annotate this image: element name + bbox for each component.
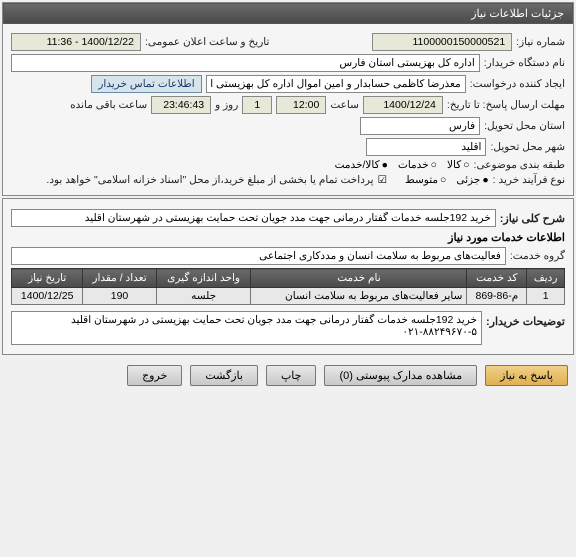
info-panel-body: شماره نیاز: 1100000150000521 تاریخ و ساع…: [3, 24, 573, 195]
class-radio-group: ○ کالا ○ خدمات ● کالا/خدمت: [335, 159, 470, 171]
td-unit: جلسه: [156, 288, 251, 305]
radio-label: خدمات: [398, 159, 429, 171]
need-panel-body: شرح کلی نیاز: اطلاعات خدمات مورد نیاز گر…: [3, 199, 573, 354]
payment-note: پرداخت تمام یا بخشی از مبلغ خرید،از محل …: [46, 174, 373, 186]
radio-checked-icon: ●: [382, 159, 388, 171]
group-input[interactable]: [11, 247, 506, 265]
check-on-icon: ☑: [378, 174, 387, 186]
th-name: نام خدمت: [251, 269, 467, 288]
desc-label: شرح کلی نیاز:: [500, 212, 565, 225]
deadline-label: مهلت ارسال پاسخ: تا تاریخ:: [447, 99, 565, 111]
radio-label: جزئی: [456, 174, 480, 186]
services-title: اطلاعات خدمات مورد نیاز: [11, 231, 565, 244]
th-qty: تعداد / مقدار: [83, 269, 156, 288]
th-row: ردیف: [527, 269, 565, 288]
process-label: نوع فرآیند خرید :: [493, 174, 565, 186]
class-label: طبقه بندی موضوعی:: [474, 159, 565, 171]
services-table: ردیف کد خدمت نام خدمت واحد اندازه گیری ت…: [11, 268, 565, 305]
announce-value: 1400/12/22 - 11:36: [11, 33, 141, 51]
radio-label: کالا: [447, 159, 461, 171]
desc-input[interactable]: [11, 209, 496, 227]
need-panel: شرح کلی نیاز: اطلاعات خدمات مورد نیاز گر…: [2, 198, 574, 355]
days-value: 1: [242, 96, 272, 114]
class-radio-kala[interactable]: ○ کالا: [447, 159, 470, 171]
footer-bar: پاسخ به نیاز مشاهده مدارک پیوستی (0) چاپ…: [0, 357, 576, 394]
process-radio-group: ● جزئی ○ متوسط: [405, 174, 489, 186]
province-label: استان محل تحویل:: [484, 120, 565, 132]
back-button[interactable]: بازگشت: [190, 365, 258, 386]
radio-checked-icon: ●: [482, 174, 488, 186]
table-row[interactable]: 1 م-86-869 سایر فعالیت‌های مربوط به سلام…: [12, 288, 565, 305]
announce-label: تاریخ و ساعت اعلان عمومی:: [145, 36, 269, 48]
payment-checkbox[interactable]: ☑: [378, 174, 387, 186]
info-panel-header: جزئیات اطلاعات نیاز: [3, 3, 573, 24]
radio-label: کالا/خدمت: [335, 159, 380, 171]
td-name: سایر فعالیت‌های مربوط به سلامت انسان: [251, 288, 467, 305]
th-unit: واحد اندازه گیری: [156, 269, 251, 288]
province-input[interactable]: [360, 117, 480, 135]
radio-empty-icon: ○: [440, 174, 446, 186]
number-value: 1100000150000521: [372, 33, 512, 51]
buyer-notes-label: توضیحات خریدار:: [486, 315, 565, 328]
deadline-time: 12:00: [276, 96, 326, 114]
contact-link[interactable]: اطلاعات تماس خریدار: [91, 75, 201, 93]
class-radio-both[interactable]: ● کالا/خدمت: [335, 159, 388, 171]
radio-empty-icon: ○: [463, 159, 469, 171]
remain-time: 23:46:43: [151, 96, 211, 114]
process-radio-medium[interactable]: ○ متوسط: [405, 174, 446, 186]
creator-label: ایجاد کننده درخواست:: [470, 78, 565, 90]
deadline-date: 1400/12/24: [363, 96, 443, 114]
attachments-button[interactable]: مشاهده مدارک پیوستی (0): [324, 365, 477, 386]
radio-empty-icon: ○: [431, 159, 437, 171]
number-label: شماره نیاز:: [516, 36, 565, 48]
radio-label: متوسط: [405, 174, 438, 186]
exit-button[interactable]: خروج: [127, 365, 182, 386]
td-date: 1400/12/25: [12, 288, 83, 305]
th-date: تاریخ نیاز: [12, 269, 83, 288]
td-row: 1: [527, 288, 565, 305]
creator-input[interactable]: [206, 75, 466, 93]
td-code: م-86-869: [467, 288, 527, 305]
days-label: روز و: [215, 99, 238, 111]
remain-label: ساعت باقی مانده: [70, 99, 147, 111]
class-radio-khadamat[interactable]: ○ خدمات: [398, 159, 437, 171]
time-label-1: ساعت: [330, 99, 359, 111]
process-radio-partial[interactable]: ● جزئی: [456, 174, 488, 186]
td-qty: 190: [83, 288, 156, 305]
city-input[interactable]: [366, 138, 486, 156]
print-button[interactable]: چاپ: [266, 365, 317, 386]
buyer-notes-textarea[interactable]: [11, 311, 482, 345]
group-label: گروه خدمت:: [510, 250, 565, 262]
info-panel: جزئیات اطلاعات نیاز شماره نیاز: 11000001…: [2, 2, 574, 196]
buyer-input[interactable]: [11, 54, 480, 72]
buyer-label: نام دستگاه خریدار:: [484, 57, 565, 69]
respond-button[interactable]: پاسخ به نیاز: [485, 365, 568, 386]
city-label: شهر محل تحویل:: [490, 141, 565, 153]
table-header-row: ردیف کد خدمت نام خدمت واحد اندازه گیری ت…: [12, 269, 565, 288]
th-code: کد خدمت: [467, 269, 527, 288]
